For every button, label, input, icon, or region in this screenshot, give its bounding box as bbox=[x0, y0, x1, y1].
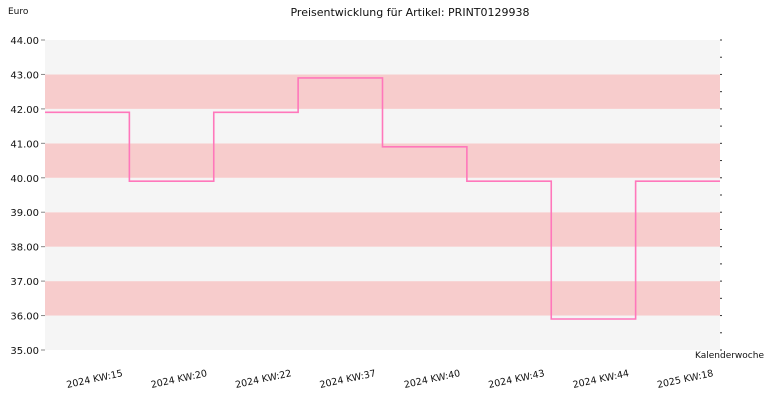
y-axis-ticks: 35.00 36.00 37.00 38.00 39.00 40.00 41.00 42.00… bbox=[10, 36, 45, 357]
x-tick-label: 2024 KW:37 bbox=[319, 368, 377, 391]
grid-band bbox=[45, 212, 720, 247]
price-step-line bbox=[45, 77, 720, 320]
x-tick-label: 2024 KW:20 bbox=[150, 368, 208, 391]
x-tick-label: 2024 KW:40 bbox=[403, 368, 461, 391]
x-tick-label: 2024 KW:15 bbox=[66, 368, 124, 391]
y-tick-label: 44.00 bbox=[10, 36, 39, 47]
grid-band bbox=[45, 281, 720, 316]
x-tick-label: 2025 KW:18 bbox=[656, 368, 714, 391]
x-tick-label: 2024 KW:22 bbox=[234, 368, 292, 391]
y-tick-label: 38.00 bbox=[10, 243, 39, 254]
y-tick-label: 37.00 bbox=[10, 277, 39, 288]
y-tick-label: 39.00 bbox=[10, 208, 39, 219]
grid-band bbox=[45, 177, 720, 213]
y-tick-label: 43.00 bbox=[10, 70, 39, 81]
y-tick-label: 40.00 bbox=[10, 174, 39, 185]
grid-band bbox=[45, 315, 720, 350]
x-axis-unit-label: Kalenderwoche bbox=[695, 351, 764, 361]
y-tick-label: 35.00 bbox=[10, 346, 39, 357]
grid-band bbox=[45, 246, 720, 282]
x-tick-label: 2024 KW:43 bbox=[487, 368, 545, 391]
chart-title: Preisentwicklung für Artikel: PRINT01299… bbox=[290, 6, 529, 19]
grid-band bbox=[45, 40, 720, 75]
y-axis-unit-label: Euro bbox=[8, 7, 29, 17]
y-tick-label: 36.00 bbox=[10, 312, 39, 323]
y-tick-label: 41.00 bbox=[10, 139, 39, 150]
x-tick-label: 2024 KW:44 bbox=[572, 368, 630, 391]
x-axis-ticks: 2024 KW:15 2024 KW:20 2024 KW:22 2024 KW:37… bbox=[66, 368, 715, 391]
grid-band bbox=[45, 143, 720, 178]
price-series bbox=[45, 77, 720, 320]
y-tick-label: 42.00 bbox=[10, 105, 39, 116]
right-axis-ticks bbox=[720, 39, 722, 351]
